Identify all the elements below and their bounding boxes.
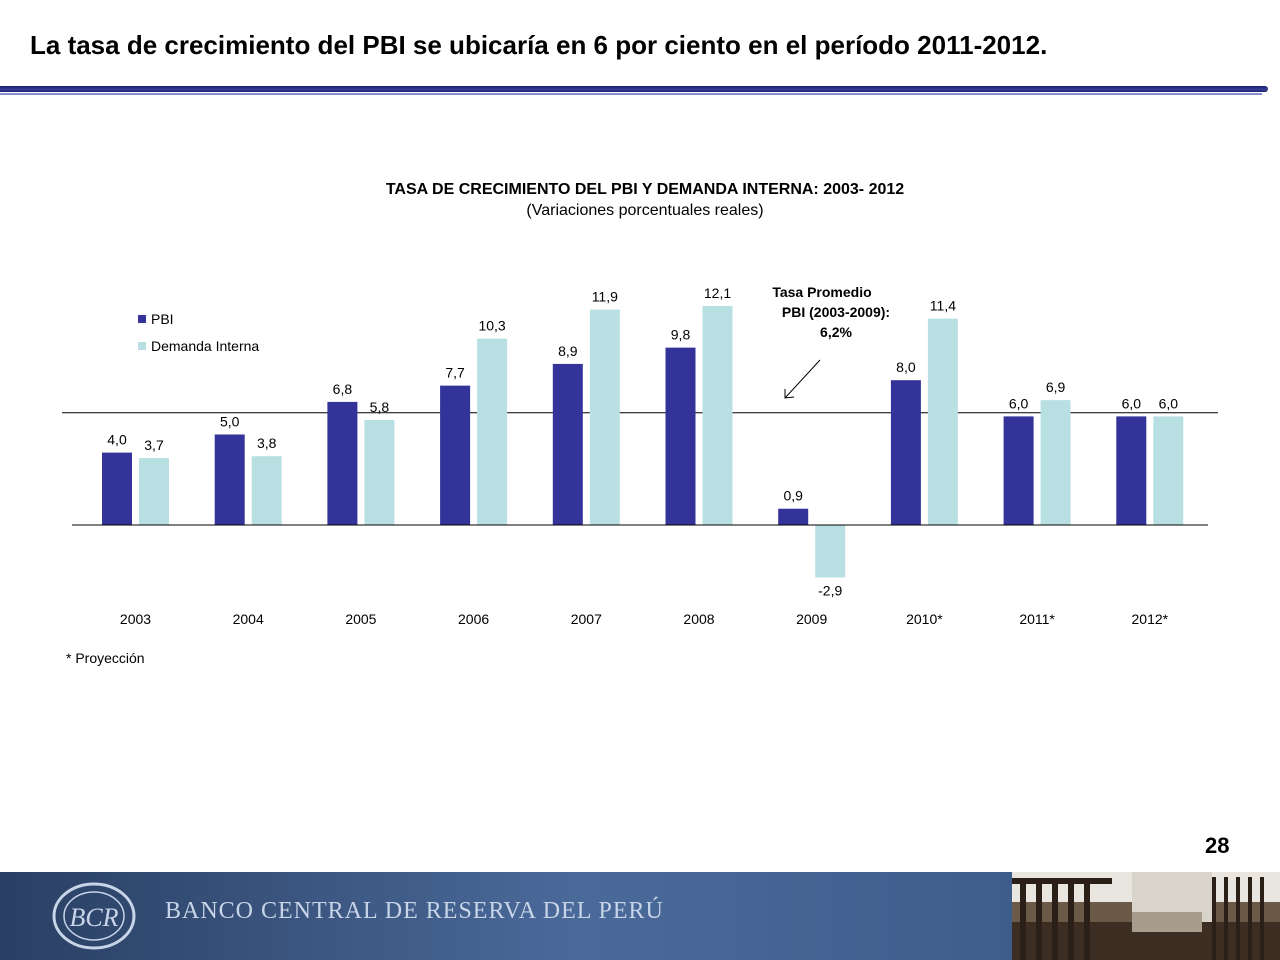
data-label-demanda-2011: 6,9 xyxy=(1046,379,1066,395)
slide-title: La tasa de crecimiento del PBI se ubicar… xyxy=(30,30,1048,60)
bank-logo-monogram: BCR xyxy=(69,903,118,932)
bank-logo: BCR xyxy=(52,882,136,950)
data-label-pbi-2006: 7,7 xyxy=(445,365,465,381)
bar-demanda-2007 xyxy=(589,309,620,525)
x-tick-2011: 2011* xyxy=(1019,611,1055,627)
x-tick-2006: 2006 xyxy=(458,611,489,627)
data-label-pbi-2011: 6,0 xyxy=(1009,395,1029,411)
bar-demanda-2009 xyxy=(815,525,846,578)
legend-swatch-demanda xyxy=(138,342,146,350)
annotation-line-3: 6,2% xyxy=(820,324,852,340)
chart-title: TASA DE CRECIMIENTO DEL PBI Y DEMANDA IN… xyxy=(386,181,904,198)
data-label-pbi-2010: 8,0 xyxy=(896,359,916,375)
bar-demanda-2010 xyxy=(927,318,958,525)
bar-pbi-2007 xyxy=(552,363,583,525)
x-tick-2005: 2005 xyxy=(345,611,376,627)
bar-pbi-2005 xyxy=(327,401,358,525)
bar-demanda-2012 xyxy=(1153,416,1184,525)
bar-demanda-2008 xyxy=(702,305,733,525)
data-label-demanda-2007: 11,9 xyxy=(592,289,618,305)
data-label-pbi-2003: 4,0 xyxy=(107,432,127,448)
title-divider xyxy=(0,86,1268,92)
bar-pbi-2004 xyxy=(214,434,245,525)
building-interior-photo xyxy=(1012,872,1280,960)
data-label-pbi-2004: 5,0 xyxy=(220,414,240,430)
data-label-demanda-2006: 10,3 xyxy=(478,318,505,334)
data-label-demanda-2008: 12,1 xyxy=(704,285,731,301)
data-label-pbi-2009: 0,9 xyxy=(783,488,803,504)
bar-pbi-2006 xyxy=(440,385,471,525)
average-annotation: Tasa Promedio PBI (2003-2009): 6,2% xyxy=(772,284,890,399)
x-tick-2009: 2009 xyxy=(796,611,827,627)
data-label-demanda-2009: -2,9 xyxy=(818,582,842,598)
x-tick-2012: 2012* xyxy=(1132,611,1169,627)
x-tick-2004: 2004 xyxy=(233,611,264,627)
annotation-arrowhead xyxy=(784,389,795,399)
data-label-pbi-2012: 6,0 xyxy=(1122,395,1142,411)
legend-label-demanda: Demanda Interna xyxy=(151,338,259,354)
bar-demanda-2003 xyxy=(139,458,169,525)
bar-pbi-2010 xyxy=(890,380,921,525)
bar-pbi-2003 xyxy=(102,452,132,525)
chart-subtitle: (Variaciones porcentuales reales) xyxy=(526,202,763,219)
data-label-demanda-2005: 5,8 xyxy=(370,399,390,415)
bar-demanda-2011 xyxy=(1040,400,1071,525)
bar-demanda-2006 xyxy=(477,338,508,525)
data-label-pbi-2005: 6,8 xyxy=(333,381,353,397)
bar-pbi-2009 xyxy=(778,508,809,525)
data-label-demanda-2012: 6,0 xyxy=(1159,395,1179,411)
data-label-demanda-2004: 3,8 xyxy=(257,435,277,451)
annotation-line-1: Tasa Promedio xyxy=(772,284,871,300)
data-label-pbi-2008: 9,8 xyxy=(671,327,691,343)
footer-banner: BCR BANCO CENTRAL DE RESERVA DEL PERÚ xyxy=(0,872,1280,960)
bar-pbi-2011 xyxy=(1003,416,1034,525)
legend-label-pbi: PBI xyxy=(151,311,174,327)
annotation-line-2: PBI (2003-2009): xyxy=(782,304,890,320)
x-tick-2008: 2008 xyxy=(683,611,714,627)
bar-pbi-2012 xyxy=(1116,416,1147,525)
data-label-pbi-2007: 8,9 xyxy=(558,343,578,359)
data-label-demanda-2010: 11,4 xyxy=(930,298,956,314)
title-divider-shadow xyxy=(0,93,1262,95)
bar-pbi-2008 xyxy=(665,347,696,525)
bar-demanda-2004 xyxy=(251,456,282,525)
bar-demanda-2005 xyxy=(364,420,395,525)
bank-name: BANCO CENTRAL DE RESERVA DEL PERÚ xyxy=(165,898,664,924)
chart-legend: PBI Demanda Interna xyxy=(138,311,259,354)
x-tick-2010: 2010* xyxy=(906,611,943,627)
footnote: * Proyección xyxy=(66,650,145,666)
growth-chart: TASA DE CRECIMIENTO DEL PBI Y DEMANDA IN… xyxy=(62,181,1218,627)
x-tick-2003: 2003 xyxy=(120,611,151,627)
data-label-demanda-2003: 3,7 xyxy=(144,437,164,453)
annotation-arrow xyxy=(784,359,821,399)
x-tick-2007: 2007 xyxy=(571,611,602,627)
legend-swatch-pbi xyxy=(138,315,146,323)
page-number: 28 xyxy=(1205,833,1230,858)
